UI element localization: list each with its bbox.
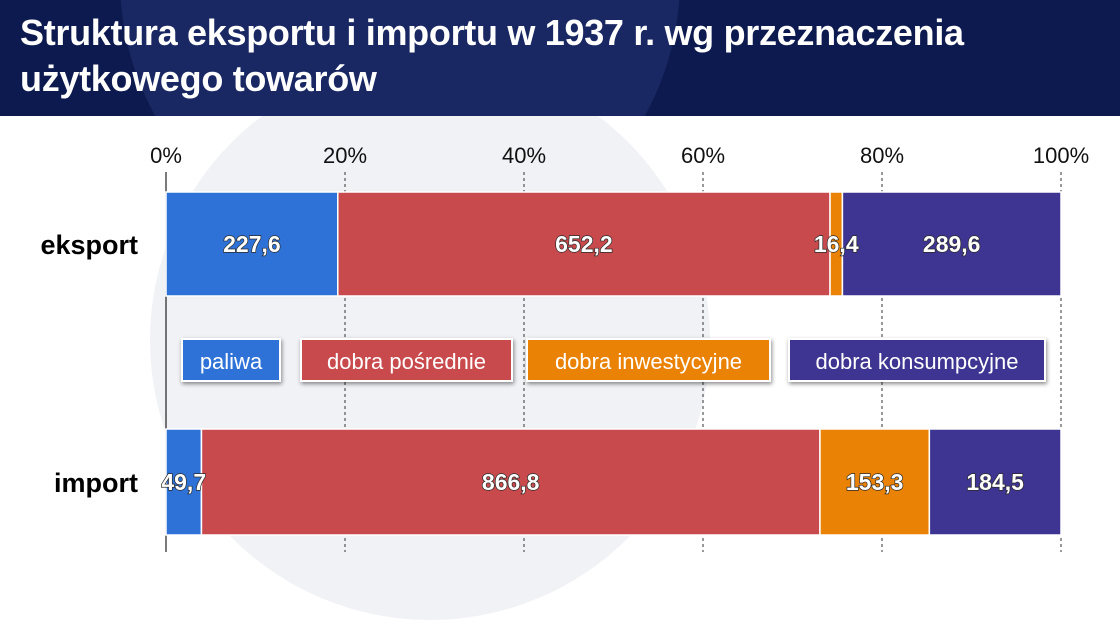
bar-segment: [165, 428, 203, 536]
bar-segment: [200, 428, 821, 536]
x-tick-label: 40%: [502, 143, 546, 168]
bar-segment: [819, 428, 931, 536]
data-label-layer: 227,6 652,2 16,4 289,6 49,7 866,8 153,3 184,5: [161, 230, 1025, 495]
bar-segment: [165, 191, 339, 297]
data-label: 289,6: [923, 231, 981, 257]
chart-title: Struktura eksportu i importu w 1937 r. w…: [20, 12, 964, 99]
header-decoration: [120, 0, 680, 116]
legend-item: dobra konsumpcyjne: [788, 338, 1046, 382]
data-label: 16,4: [814, 231, 859, 257]
title-bar: Struktura eksportu i importu w 1937 r. w…: [0, 0, 1120, 116]
data-label: 49,7: [161, 469, 206, 495]
legend-item: paliwa: [181, 338, 281, 382]
category-labels: eksport import: [40, 230, 138, 498]
x-axis-ticks: 0% 20% 40% 60% 80% 100%: [150, 143, 1089, 168]
chart-plot: 0% 20% 40% 60% 80% 100% 227,6 652,2 16,4 289,6 49…: [40, 143, 1089, 552]
legend-item: dobra inwestycyjne: [526, 338, 771, 382]
data-label: 652,2: [555, 231, 613, 257]
data-label: 866,8: [482, 469, 540, 495]
legend-item: dobra pośrednie: [300, 338, 513, 382]
bar-segment: [928, 428, 1062, 536]
data-label: 153,3: [846, 469, 904, 495]
bar-segment: [337, 191, 831, 297]
bar-layer: [165, 191, 1062, 536]
x-tick-label: 60%: [681, 143, 725, 168]
x-tick-label: 0%: [150, 143, 182, 168]
category-label: eksport: [40, 230, 138, 260]
data-label: 184,5: [966, 469, 1024, 495]
x-tick-label: 100%: [1033, 143, 1089, 168]
data-label: 227,6: [223, 231, 281, 257]
bar-segment: [841, 191, 1062, 297]
x-tick-label: 80%: [860, 143, 904, 168]
x-tick-label: 20%: [323, 143, 367, 168]
category-label: import: [54, 468, 138, 498]
